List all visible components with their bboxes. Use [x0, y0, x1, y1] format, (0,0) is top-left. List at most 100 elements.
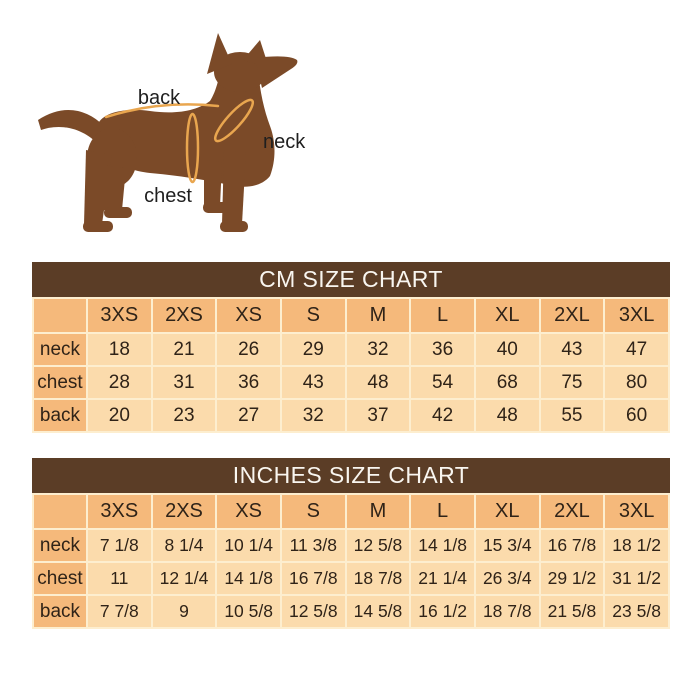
dog-rear-foot [83, 221, 113, 232]
dog-rear-foot-far [104, 207, 132, 218]
size-value-cell: 18 7/8 [346, 563, 410, 594]
size-value-cell: 29 [281, 334, 345, 365]
size-value-cell: 14 1/8 [411, 530, 474, 561]
dog-front-foot [220, 221, 248, 232]
size-header-row: 3XS 2XS XS S M L XL 2XL 3XL [34, 495, 668, 528]
dog-front-leg-far [204, 160, 222, 206]
size-value-cell: 43 [281, 367, 345, 398]
size-value-cell: 9 [152, 596, 216, 627]
size-column-header: L [411, 495, 474, 528]
size-column-header: XS [217, 495, 280, 528]
measurement-row: chest 11 12 1/4 14 1/8 16 7/8 18 7/8 21 1/4 26 … [34, 563, 668, 594]
back-measure-line [104, 103, 220, 119]
inches-chart-title-bar: INCHES SIZE CHART [32, 458, 670, 493]
size-value-cell: 16 7/8 [540, 530, 604, 561]
measurement-row: chest 28 31 36 43 48 54 68 75 80 [34, 367, 668, 398]
size-value-cell: 31 1/2 [605, 563, 668, 594]
size-value-cell: 47 [605, 334, 668, 365]
size-value-cell: 29 1/2 [540, 563, 604, 594]
dog-rear-leg-far [104, 165, 126, 210]
size-value-cell: 20 [88, 400, 151, 431]
size-value-cell: 40 [475, 334, 539, 365]
chest-measure-ellipse [185, 112, 200, 184]
size-value-cell: 68 [475, 367, 539, 398]
size-column-header: 2XL [540, 495, 604, 528]
size-value-cell: 27 [217, 400, 280, 431]
measurement-row: neck 7 1/8 8 1/4 10 1/4 11 3/8 12 5/8 14 1/8 15… [34, 530, 668, 561]
size-value-cell: 16 7/8 [281, 563, 345, 594]
dog-front-leg [222, 150, 246, 224]
dog-tail [38, 109, 104, 144]
size-value-cell: 16 1/2 [411, 596, 474, 627]
size-value-cell: 55 [540, 400, 604, 431]
size-value-cell: 31 [152, 367, 216, 398]
size-column-header: M [346, 299, 410, 332]
size-value-cell: 26 [217, 334, 280, 365]
size-column-header: 3XL [605, 299, 668, 332]
size-value-cell: 8 1/4 [152, 530, 216, 561]
size-value-cell: 21 1/4 [411, 563, 474, 594]
size-value-cell: 11 [88, 563, 151, 594]
neck-measure-ellipse [213, 98, 255, 143]
size-value-cell: 12 5/8 [281, 596, 345, 627]
corner-cell [34, 299, 86, 332]
measurement-row: back 7 7/8 9 10 5/8 12 5/8 14 5/8 16 1/2 18 7/8… [34, 596, 668, 627]
size-value-cell: 10 1/4 [217, 530, 280, 561]
size-value-cell: 43 [540, 334, 604, 365]
size-value-cell: 12 5/8 [346, 530, 410, 561]
size-value-cell: 32 [281, 400, 345, 431]
cm-chart-title-bar: CM SIZE CHART [32, 262, 670, 297]
size-value-cell: 21 5/8 [540, 596, 604, 627]
size-value-cell: 10 5/8 [217, 596, 280, 627]
measurement-row: back 20 23 27 32 37 42 48 55 60 [34, 400, 668, 431]
row-label-chest: chest [34, 367, 86, 398]
cm-size-chart-section: CM SIZE CHART 3XS 2XS XS S M L XL 2XL 3XL neck 18… [32, 262, 670, 433]
dog-ear-left [207, 33, 232, 74]
row-label-back: back [34, 596, 86, 627]
size-value-cell: 11 3/8 [281, 530, 345, 561]
inches-size-chart-section: INCHES SIZE CHART 3XS 2XS XS S M L XL 2XL 3XL ne… [32, 458, 670, 629]
dog-measurement-diagram: back neck chest [38, 33, 306, 232]
size-value-cell: 75 [540, 367, 604, 398]
size-header-row: 3XS 2XS XS S M L XL 2XL 3XL [34, 299, 668, 332]
row-label-back: back [34, 400, 86, 431]
size-column-header: 2XS [152, 495, 216, 528]
size-value-cell: 36 [411, 334, 474, 365]
size-value-cell: 23 5/8 [605, 596, 668, 627]
size-value-cell: 18 [88, 334, 151, 365]
size-column-header: XL [475, 495, 539, 528]
size-value-cell: 18 1/2 [605, 530, 668, 561]
size-column-header: M [346, 495, 410, 528]
row-label-chest: chest [34, 563, 86, 594]
chest-label: chest [144, 185, 192, 207]
size-value-cell: 12 1/4 [152, 563, 216, 594]
size-column-header: S [281, 299, 345, 332]
size-column-header: 2XL [540, 299, 604, 332]
size-value-cell: 32 [346, 334, 410, 365]
size-value-cell: 48 [346, 367, 410, 398]
back-label: back [138, 87, 181, 109]
size-value-cell: 26 3/4 [475, 563, 539, 594]
dog-muzzle [255, 56, 298, 88]
size-value-cell: 14 1/8 [217, 563, 280, 594]
measurement-row: neck 18 21 26 29 32 36 40 43 47 [34, 334, 668, 365]
size-value-cell: 15 3/4 [475, 530, 539, 561]
size-value-cell: 54 [411, 367, 474, 398]
size-column-header: L [411, 299, 474, 332]
size-column-header: XL [475, 299, 539, 332]
size-value-cell: 14 5/8 [346, 596, 410, 627]
size-value-cell: 48 [475, 400, 539, 431]
cm-size-table: 3XS 2XS XS S M L XL 2XL 3XL neck 18 21 26 29 32 36 40 43… [32, 297, 670, 433]
size-value-cell: 28 [88, 367, 151, 398]
size-column-header: 3XS [88, 299, 151, 332]
size-value-cell: 21 [152, 334, 216, 365]
size-column-header: 2XS [152, 299, 216, 332]
size-value-cell: 7 1/8 [88, 530, 151, 561]
size-value-cell: 36 [217, 367, 280, 398]
size-column-header: XS [217, 299, 280, 332]
size-column-header: 3XL [605, 495, 668, 528]
size-column-header: 3XS [88, 495, 151, 528]
size-value-cell: 80 [605, 367, 668, 398]
size-value-cell: 18 7/8 [475, 596, 539, 627]
